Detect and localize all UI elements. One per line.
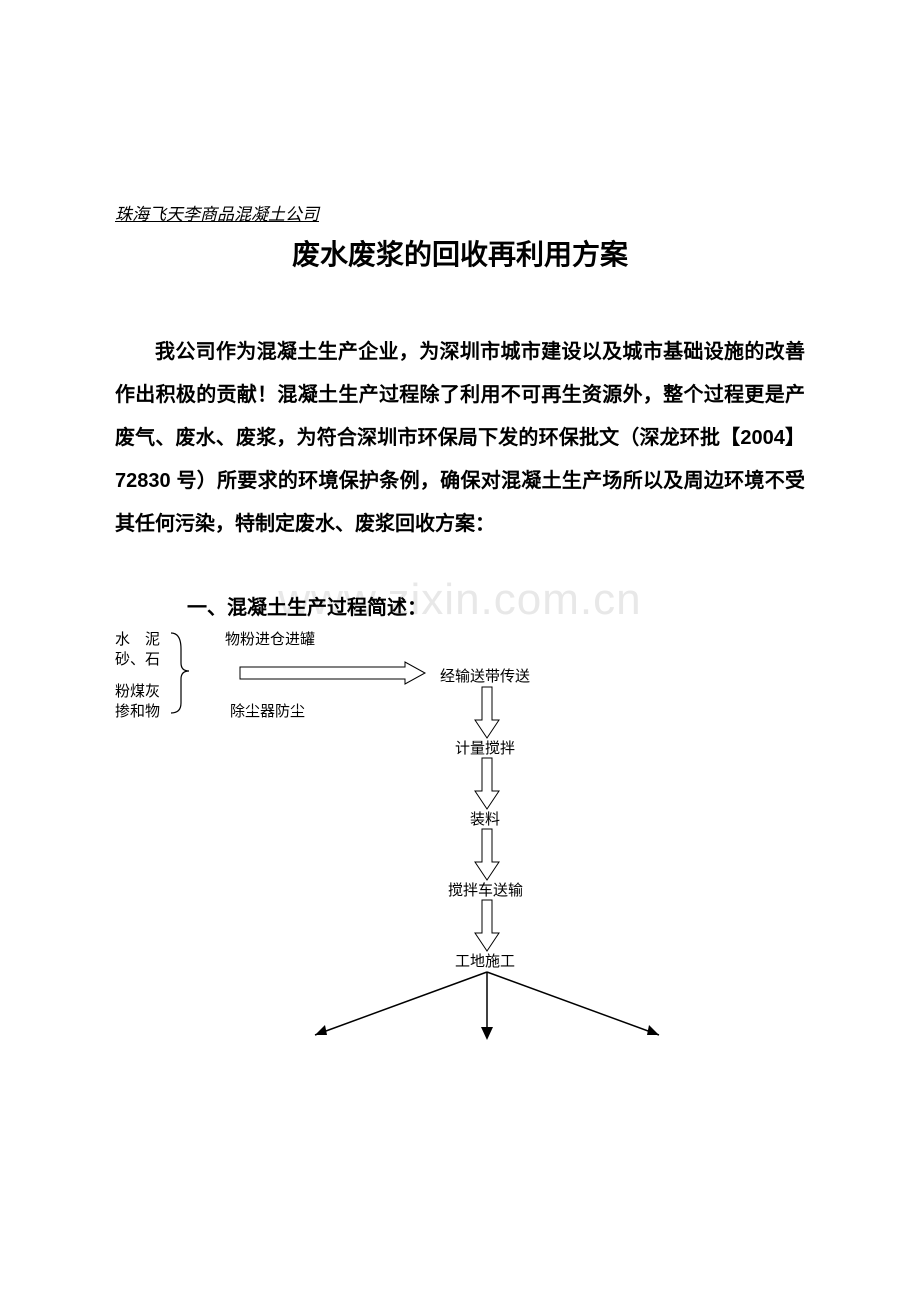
flowchart-svg — [115, 625, 815, 1095]
header-company: 珠海飞天李商品混凝土公司 — [115, 200, 805, 225]
flow-node-mixer-truck: 搅拌车送输 — [448, 879, 523, 900]
flowchart-container: 水 泥 砂、石 粉煤灰 掺和物 物粉进仓进罐 除尘器防尘 经输送带传送 计量搅拌… — [115, 625, 805, 1105]
flow-node-powder-silo: 物粉进仓进罐 — [225, 628, 315, 649]
page-title: 废水废浆的回收再利用方案 — [115, 233, 805, 273]
section-title: 一、混凝土生产过程简述： — [187, 591, 805, 620]
flow-node-admixture: 掺和物 — [115, 700, 160, 721]
flow-node-flyash: 粉煤灰 — [115, 680, 160, 701]
flow-node-dust-collector: 除尘器防尘 — [230, 700, 305, 721]
flow-node-site-construction: 工地施工 — [455, 950, 515, 971]
flow-node-loading: 装料 — [470, 808, 500, 829]
flow-node-conveyor: 经输送带传送 — [440, 665, 530, 686]
main-paragraph: 我公司作为混凝土生产企业，为深圳市城市建设以及城市基础设施的改善作出积极的贡献！… — [115, 331, 805, 546]
flow-node-metering-mix: 计量搅拌 — [455, 737, 515, 758]
flow-node-sand-stone: 砂、石 — [115, 648, 160, 669]
flow-node-cement: 水 泥 — [115, 628, 160, 649]
